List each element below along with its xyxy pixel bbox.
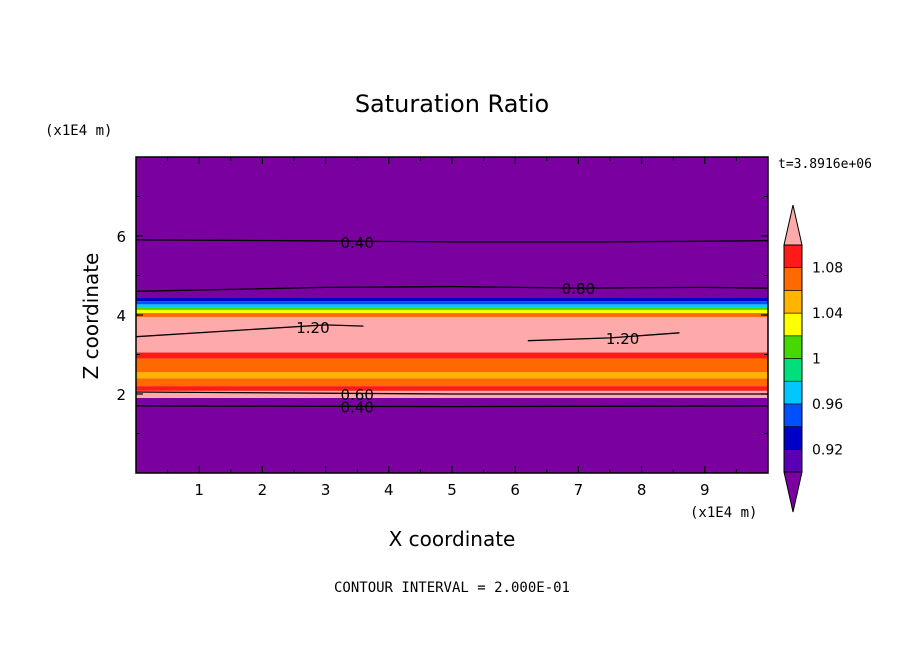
- axes: 1 2 3 4 5 6 7 8 9 2 4 6: [116, 156, 769, 499]
- band-10: [136, 307, 768, 310]
- x-tick-label-8: 8: [637, 481, 647, 499]
- colorbar-under-arrow: [783, 471, 803, 513]
- contour-line-2: [135, 324, 364, 338]
- contour-label-4: 0.60: [340, 386, 373, 404]
- colorbar-label-0.92: 0.92: [812, 442, 843, 458]
- chart-title: Saturation Ratio: [355, 90, 549, 118]
- contour-line-5: [135, 405, 769, 408]
- colorbar-label-1.08: 1.08: [812, 261, 843, 277]
- y-units-label: (x1E4 m): [45, 123, 112, 139]
- colorbar-bin-0: [783, 448, 803, 473]
- band-9: [136, 309, 768, 314]
- colorbar-bin-4: [783, 358, 803, 382]
- contour-line-3: [527, 332, 680, 342]
- x-tick-label-2: 2: [258, 481, 268, 499]
- contour-label-1: 0.80: [562, 280, 595, 298]
- x-axis-label: X coordinate: [389, 527, 516, 551]
- band-7: [136, 316, 768, 353]
- x-tick-label-5: 5: [447, 481, 457, 499]
- x-tick-label-3: 3: [321, 481, 331, 499]
- contour-line-4: [135, 391, 768, 395]
- contour-line-0: [135, 239, 769, 243]
- colorbar-bin-7: [783, 290, 803, 314]
- y-axis-label: Z coordinate: [79, 253, 103, 380]
- colorbar-label-1.04: 1.04: [812, 306, 843, 322]
- contour-label-5: 0.40: [340, 399, 373, 417]
- colorbar-bin-1: [783, 426, 803, 450]
- contour-lines: 0.400.801.201.200.600.40: [135, 234, 769, 417]
- contour-label-3: 1.20: [606, 330, 639, 348]
- colorbar-bin-2: [783, 403, 803, 427]
- band-12: [136, 301, 768, 305]
- band-14: [136, 157, 768, 298]
- colorbar-bin-5: [783, 335, 803, 359]
- contour-label-2: 1.20: [296, 319, 329, 337]
- colorbar-bin-6: [783, 312, 803, 337]
- band-2: [136, 386, 768, 391]
- time-label: t=3.8916e+06: [778, 157, 872, 172]
- colorbar-label-1: 1: [812, 352, 821, 368]
- colorbar-bin-8: [783, 267, 803, 291]
- band-6: [136, 352, 768, 359]
- y-tick-label-6: 6: [116, 228, 126, 246]
- colorbar: 0.92 0.96 1 1.04 1.08: [783, 204, 843, 513]
- colorbar-label-0.96: 0.96: [812, 397, 843, 413]
- x-tick-label-9: 9: [700, 481, 710, 499]
- colorbar-bin-3: [783, 380, 803, 405]
- colorbar-bin-9: [783, 244, 803, 269]
- band-4: [136, 372, 768, 379]
- colorbar-frame: [783, 244, 803, 473]
- band-11: [136, 304, 768, 308]
- y-tick-label-4: 4: [116, 307, 126, 325]
- x-tick-label-1: 1: [194, 481, 204, 499]
- plot-area: [136, 157, 768, 473]
- x-units-label: (x1E4 m): [690, 505, 757, 521]
- band-13: [136, 297, 768, 302]
- x-tick-label-6: 6: [510, 481, 520, 499]
- contour-interval-label: CONTOUR INTERVAL = 2.000E-01: [334, 580, 570, 596]
- band-0: [136, 397, 768, 473]
- contour-line-1: [135, 285, 769, 292]
- x-tick-label-4: 4: [384, 481, 394, 499]
- contour-label-0: 0.40: [340, 234, 373, 252]
- colorbar-over-arrow: [783, 204, 803, 246]
- y-tick-label-2: 2: [116, 386, 126, 404]
- band-8: [136, 313, 768, 317]
- band-3: [136, 378, 768, 387]
- x-tick-label-7: 7: [574, 481, 584, 499]
- band-5: [136, 358, 768, 373]
